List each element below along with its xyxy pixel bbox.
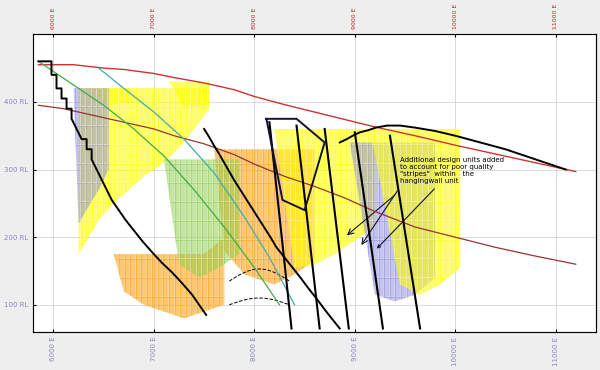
Polygon shape (79, 88, 209, 254)
Polygon shape (214, 149, 314, 285)
Polygon shape (74, 88, 109, 223)
Polygon shape (274, 129, 375, 268)
Polygon shape (370, 129, 460, 295)
Polygon shape (114, 237, 224, 318)
Polygon shape (350, 142, 435, 302)
Text: Additional design units added
to account for poor quality
"stripes"  within   th: Additional design units added to account… (377, 157, 504, 248)
Polygon shape (89, 88, 129, 105)
Polygon shape (164, 159, 239, 278)
Polygon shape (169, 82, 209, 109)
